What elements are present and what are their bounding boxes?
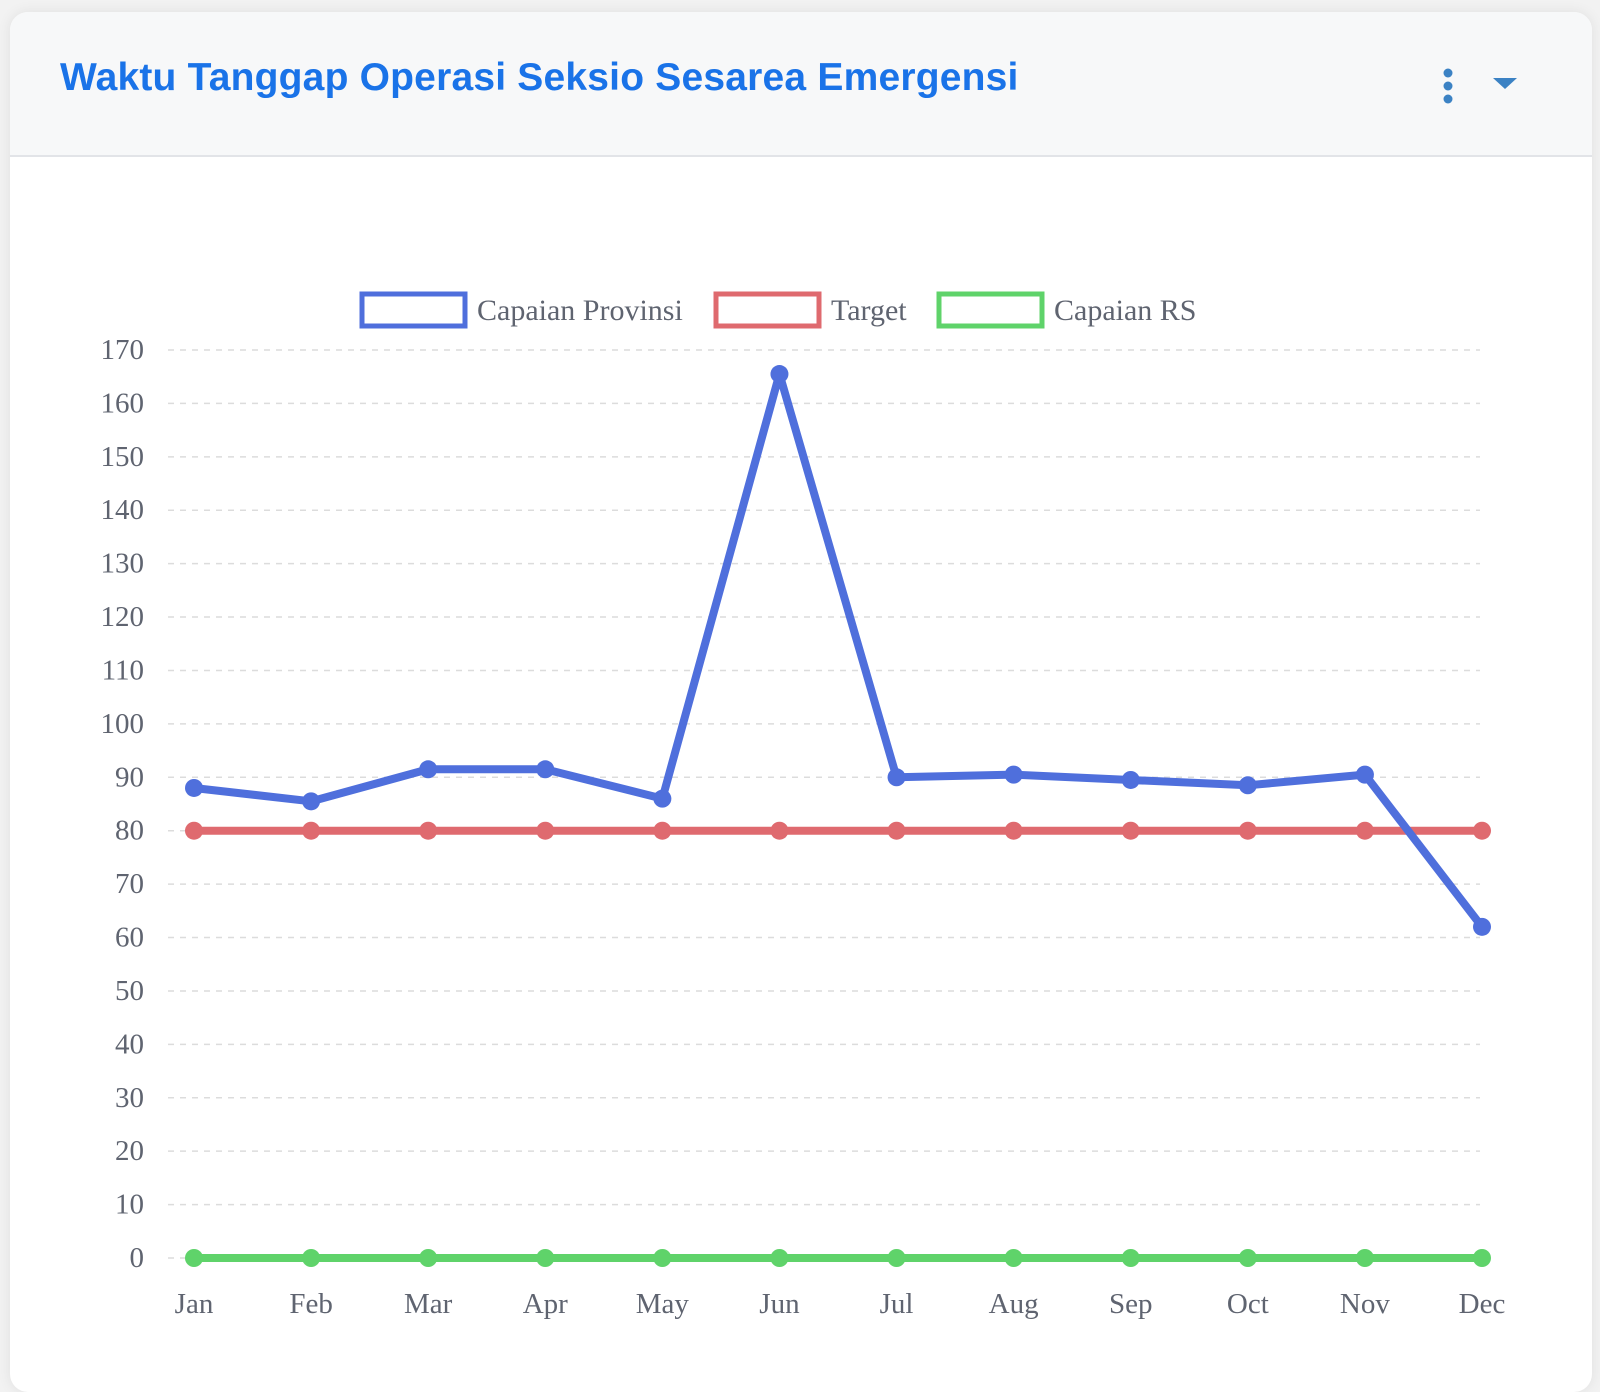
data-point <box>1121 1249 1140 1267</box>
data-point <box>1473 821 1491 840</box>
x-tick-label: Dec <box>1459 1288 1506 1320</box>
x-tick-label: Jan <box>175 1288 214 1320</box>
card-title: Waktu Tanggap Operasi Seksio Sesarea Eme… <box>60 56 1019 99</box>
caret-down-icon[interactable] <box>1488 70 1522 100</box>
x-tick-label: Mar <box>404 1288 453 1320</box>
y-tick-label: 50 <box>115 975 144 1007</box>
y-tick-label: 100 <box>101 708 145 740</box>
data-point <box>770 365 789 384</box>
data-point <box>302 792 321 811</box>
data-point <box>419 1249 438 1267</box>
data-point <box>1004 765 1023 784</box>
data-point <box>1004 1249 1023 1267</box>
data-point <box>1121 770 1140 789</box>
y-tick-label: 10 <box>115 1189 144 1221</box>
y-tick-label: 70 <box>115 868 144 900</box>
data-point <box>1121 821 1140 840</box>
card-header: Waktu Tanggap Operasi Seksio Sesarea Eme… <box>10 12 1592 157</box>
data-point <box>536 1249 555 1267</box>
legend-swatch <box>936 291 1045 329</box>
data-point <box>1238 776 1257 795</box>
x-tick-label: Sep <box>1109 1288 1153 1320</box>
y-tick-label: 20 <box>115 1135 144 1167</box>
data-point <box>1004 821 1023 840</box>
y-tick-label: 30 <box>115 1082 144 1114</box>
data-point <box>1473 917 1491 936</box>
data-point <box>653 821 672 840</box>
data-point <box>1473 1249 1491 1267</box>
y-tick-label: 60 <box>115 922 144 954</box>
y-tick-label: 80 <box>115 815 144 847</box>
legend-label: Capaian Provinsi <box>477 294 683 327</box>
chart-card: Waktu Tanggap Operasi Seksio Sesarea Eme… <box>10 12 1592 1392</box>
data-point <box>536 821 555 840</box>
y-tick-label: 120 <box>101 601 145 633</box>
y-tick-label: 90 <box>115 761 144 793</box>
data-point <box>185 821 203 840</box>
y-tick-label: 140 <box>101 494 145 526</box>
y-tick-label: 110 <box>102 654 144 686</box>
data-point <box>1238 821 1257 840</box>
data-point <box>770 1249 789 1267</box>
data-point <box>1355 765 1374 784</box>
y-tick-label: 40 <box>115 1028 144 1060</box>
data-point <box>653 789 672 808</box>
data-point <box>419 821 438 840</box>
data-point <box>1355 1249 1374 1267</box>
x-tick-label: May <box>636 1288 690 1320</box>
x-tick-label: Jun <box>759 1288 800 1320</box>
legend-swatch <box>713 291 822 329</box>
y-tick-label: 0 <box>130 1242 145 1274</box>
x-tick-label: Apr <box>523 1288 568 1320</box>
data-point <box>887 821 906 840</box>
legend-label: Target <box>831 294 907 327</box>
data-point <box>185 1249 203 1267</box>
data-point <box>887 768 906 787</box>
x-tick-label: Jul <box>880 1288 914 1320</box>
data-point <box>185 778 203 797</box>
x-tick-label: Nov <box>1340 1288 1390 1320</box>
data-point <box>536 760 555 779</box>
legend-label: Capaian RS <box>1054 294 1197 327</box>
x-tick-label: Oct <box>1227 1288 1269 1320</box>
data-point <box>887 1249 906 1267</box>
data-point <box>1238 1249 1257 1267</box>
data-point <box>302 1249 321 1267</box>
data-point <box>302 821 321 840</box>
vertical-ellipsis-icon[interactable] <box>1430 64 1466 110</box>
x-tick-label: Feb <box>289 1288 333 1320</box>
y-tick-label: 150 <box>101 441 145 473</box>
data-point <box>1355 821 1374 840</box>
y-tick-label: 170 <box>101 334 145 366</box>
data-point <box>419 760 438 779</box>
data-point <box>653 1249 672 1267</box>
series-line <box>190 370 1486 931</box>
data-point <box>770 821 789 840</box>
y-tick-label: 130 <box>101 548 145 580</box>
legend-swatch <box>359 291 468 329</box>
x-tick-label: Aug <box>989 1288 1039 1320</box>
y-tick-label: 160 <box>101 387 145 419</box>
